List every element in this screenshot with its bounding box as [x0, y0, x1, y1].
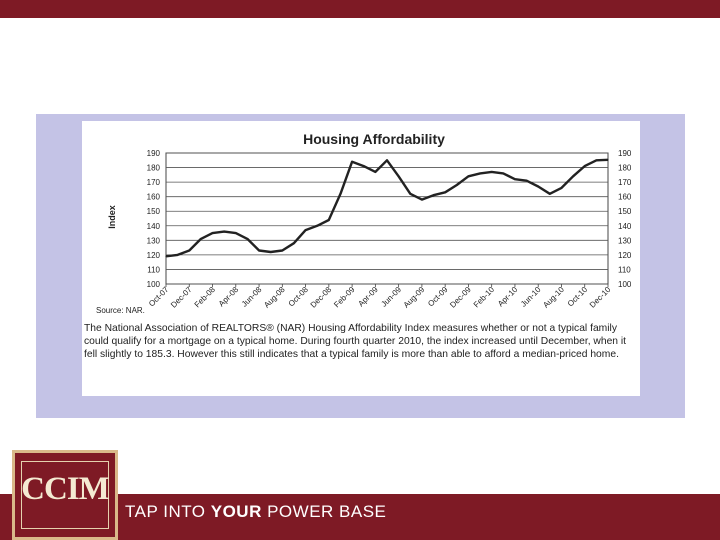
y-tick-label-right: 160	[618, 193, 632, 202]
data-point	[223, 231, 225, 233]
chart-caption: The National Association of REALTORS® (N…	[84, 323, 627, 360]
data-point	[409, 193, 411, 195]
data-point	[479, 172, 481, 174]
chart-card	[82, 121, 640, 396]
data-point	[281, 249, 283, 252]
x-tick-label: Oct-08	[287, 285, 311, 309]
y-tick-label-right: 190	[618, 149, 632, 158]
data-point	[432, 194, 435, 196]
x-tick-label: Jun-09	[379, 285, 403, 309]
tagline-post: POWER BASE	[261, 502, 387, 521]
x-tick-label: Oct-09	[426, 285, 450, 309]
data-point	[304, 229, 307, 231]
tagline: TAP INTO YOUR POWER BASE	[125, 502, 386, 522]
data-point	[177, 254, 179, 256]
data-point	[421, 198, 423, 201]
x-tick-label: Jun-10	[519, 285, 543, 309]
y-tick-label-left: 180	[147, 164, 161, 173]
y-tick-label-right: 110	[618, 265, 631, 274]
y-tick-label-left: 170	[147, 178, 161, 187]
x-tick-label: Feb-10	[472, 285, 497, 310]
data-point	[386, 159, 388, 161]
data-point	[572, 175, 574, 177]
x-tick-label: Jun-08	[240, 285, 264, 309]
data-point	[293, 242, 295, 244]
tagline-pre: TAP INTO	[125, 502, 211, 521]
data-point	[200, 238, 202, 240]
data-point	[549, 193, 551, 195]
data-point	[211, 232, 214, 234]
data-point	[607, 159, 609, 161]
data-point	[363, 165, 365, 167]
data-point	[491, 171, 493, 173]
y-tick-label-right: 140	[618, 222, 632, 231]
data-point	[188, 249, 190, 252]
x-tick-label: Aug-08	[262, 285, 287, 310]
y-tick-label-left: 100	[147, 280, 161, 289]
x-tick-label: Aug-09	[402, 285, 427, 310]
top-band	[0, 0, 720, 18]
plot-area	[165, 152, 609, 285]
footer: CCIM TAP INTO YOUR POWER BASE	[0, 450, 720, 540]
y-tick-label-left: 140	[147, 222, 161, 231]
x-tick-label: Dec-10	[588, 285, 613, 310]
x-tick-label: Dec-08	[309, 285, 334, 310]
x-tick-label: Oct-10	[566, 285, 590, 309]
y-tick-label-right: 170	[618, 178, 632, 187]
y-tick-label-right: 120	[618, 251, 632, 260]
data-point	[514, 178, 516, 180]
ccim-logo: CCIM	[12, 450, 118, 540]
housing-affordability-chart: Housing Affordability Index 100 100 110 110…	[96, 131, 632, 315]
y-axis-label: Index	[107, 205, 117, 229]
data-point	[374, 171, 376, 173]
logo-text: CCIM	[21, 471, 110, 507]
x-tick-label: Apr-08	[217, 285, 241, 309]
x-tick-label: Apr-09	[356, 285, 380, 309]
data-point	[235, 232, 237, 234]
footer-bar	[0, 494, 720, 540]
data-point	[502, 172, 504, 174]
data-point	[165, 255, 167, 257]
data-point	[595, 159, 597, 161]
data-point	[351, 161, 353, 163]
data-point	[398, 175, 400, 177]
y-tick-label-left: 110	[147, 265, 160, 274]
data-point	[316, 225, 318, 227]
source-note: Source: NAR.	[96, 306, 145, 315]
y-tick-label-right: 150	[618, 207, 632, 216]
logo-border	[21, 461, 109, 529]
data-point	[560, 187, 563, 189]
x-tick-label: Feb-09	[332, 285, 357, 310]
data-point	[467, 175, 470, 177]
x-tick-label: Feb-08	[193, 285, 218, 310]
data-point	[444, 191, 446, 193]
x-tick-label: Dec-07	[169, 285, 194, 310]
data-point	[537, 185, 539, 188]
y-tick-label-left: 160	[147, 193, 161, 202]
data-point	[339, 193, 342, 195]
y-tick-label-right: 130	[618, 236, 632, 245]
chart-title: Housing Affordability	[303, 131, 445, 147]
y-tick-label-right: 180	[618, 164, 632, 173]
data-point	[258, 249, 260, 252]
x-tick-label: Apr-10	[496, 285, 520, 309]
x-tick-label: Dec-09	[448, 285, 473, 310]
y-tick-label-right: 100	[618, 280, 632, 289]
y-tick-label-left: 130	[147, 236, 161, 245]
data-point	[525, 180, 528, 182]
tagline-bold: YOUR	[210, 502, 262, 521]
data-point	[246, 238, 249, 240]
y-tick-label-left: 120	[147, 251, 161, 260]
data-point	[328, 219, 330, 221]
data-point	[584, 165, 586, 167]
y-tick-label-left: 190	[147, 149, 161, 158]
series-line	[165, 158, 609, 258]
x-tick-label: Aug-10	[541, 285, 566, 310]
data-point	[270, 251, 272, 253]
y-tick-label-left: 150	[147, 207, 161, 216]
data-point	[456, 184, 458, 186]
